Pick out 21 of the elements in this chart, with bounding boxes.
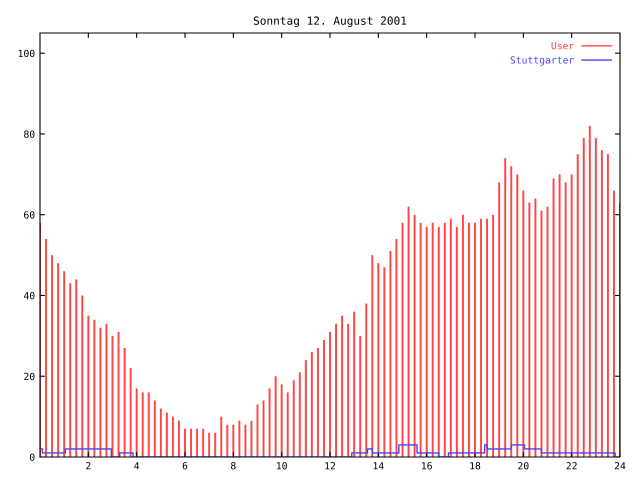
x-tick-label: 12 xyxy=(325,462,336,470)
y-tick-label: 80 xyxy=(24,130,35,138)
x-tick-label: 14 xyxy=(374,462,384,470)
legend-label: Stuttgarter xyxy=(510,56,574,66)
x-tick-label: 10 xyxy=(276,462,287,470)
x-tick-label: 2 xyxy=(86,462,90,470)
legend-label: User xyxy=(552,42,574,50)
x-tick-label: 8 xyxy=(231,462,236,470)
y-tick-label: 0 xyxy=(30,454,35,461)
y-tick-label: 60 xyxy=(24,211,35,219)
x-tick-label: 18 xyxy=(470,462,480,470)
y-tick-label: 40 xyxy=(24,292,35,300)
y-tick-label: 100 xyxy=(18,50,35,58)
y-tick-label: 20 xyxy=(24,372,35,380)
x-tick-label: 20 xyxy=(518,462,529,470)
chart-title: Sonntag 12. August 2001 xyxy=(254,16,406,28)
x-tick-label: 22 xyxy=(566,462,577,470)
x-tick-label: 16 xyxy=(422,462,432,470)
x-tick-label: 4 xyxy=(134,462,140,470)
x-tick-label: 6 xyxy=(182,462,188,470)
x-tick-label: 24 xyxy=(614,462,626,470)
